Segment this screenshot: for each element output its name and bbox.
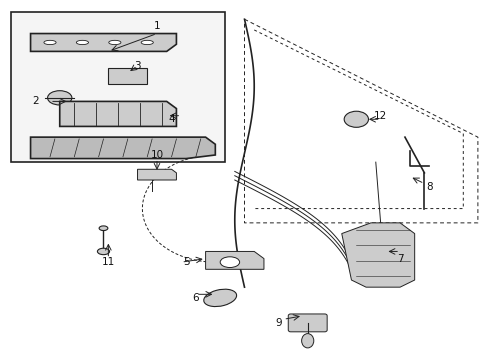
Text: 8: 8 bbox=[425, 182, 432, 192]
Bar bbox=[108, 68, 147, 85]
Ellipse shape bbox=[344, 111, 368, 127]
Text: 7: 7 bbox=[396, 253, 403, 264]
Text: 6: 6 bbox=[192, 293, 199, 303]
Polygon shape bbox=[205, 251, 264, 269]
Polygon shape bbox=[137, 169, 176, 180]
Ellipse shape bbox=[141, 40, 153, 45]
Polygon shape bbox=[30, 33, 176, 51]
Text: 5: 5 bbox=[183, 257, 189, 267]
Ellipse shape bbox=[203, 289, 236, 307]
Ellipse shape bbox=[44, 40, 56, 45]
Text: 1: 1 bbox=[153, 21, 160, 31]
Ellipse shape bbox=[47, 91, 72, 105]
Text: 4: 4 bbox=[168, 114, 175, 124]
Bar bbox=[11, 12, 224, 162]
Ellipse shape bbox=[108, 40, 121, 45]
Ellipse shape bbox=[301, 334, 313, 348]
Ellipse shape bbox=[220, 257, 239, 267]
Polygon shape bbox=[30, 137, 215, 158]
FancyBboxPatch shape bbox=[287, 314, 326, 332]
Polygon shape bbox=[60, 102, 176, 126]
Text: 3: 3 bbox=[134, 61, 141, 71]
Ellipse shape bbox=[76, 40, 88, 45]
Text: 2: 2 bbox=[32, 96, 39, 107]
Ellipse shape bbox=[99, 226, 108, 230]
Polygon shape bbox=[341, 223, 414, 287]
Text: 11: 11 bbox=[102, 257, 115, 267]
Ellipse shape bbox=[97, 248, 109, 255]
Text: 10: 10 bbox=[150, 150, 163, 160]
Text: 9: 9 bbox=[275, 318, 281, 328]
Text: 12: 12 bbox=[373, 111, 386, 121]
